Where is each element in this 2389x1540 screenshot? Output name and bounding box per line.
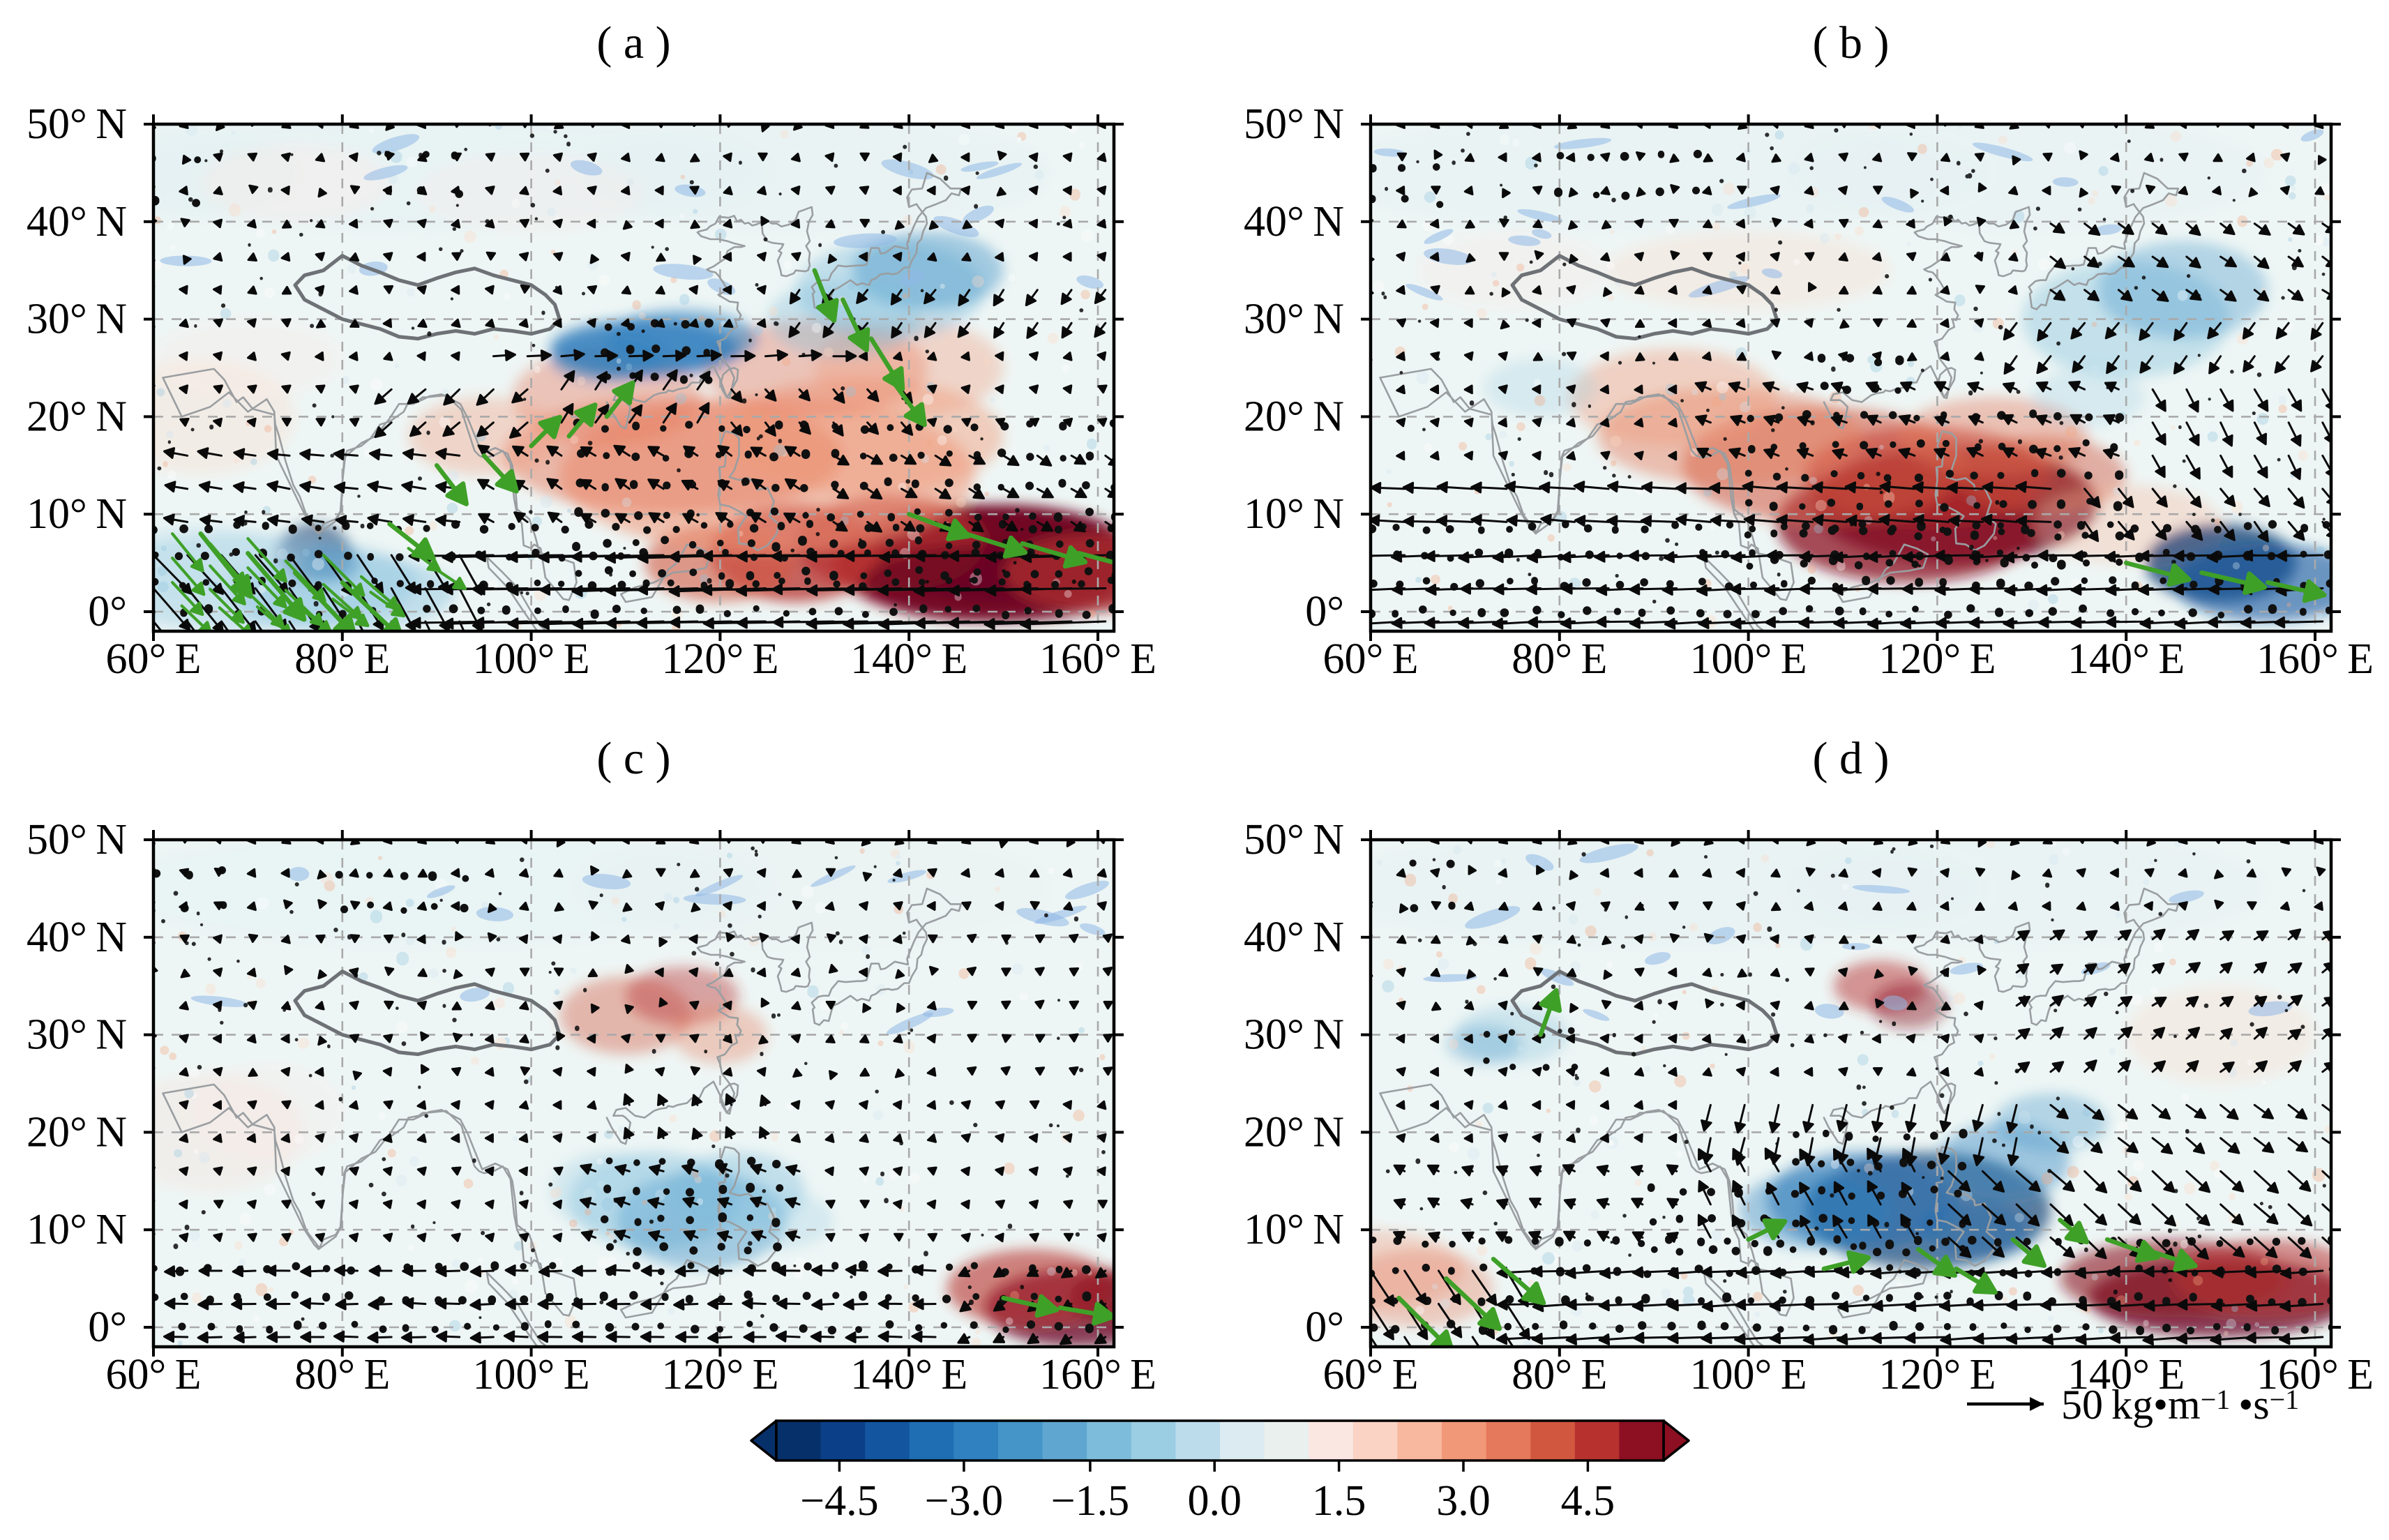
svg-text:4.5: 4.5: [1561, 1477, 1615, 1525]
svg-text:−1.5: −1.5: [1051, 1477, 1129, 1525]
svg-text:1.5: 1.5: [1312, 1477, 1366, 1525]
svg-text:−3.0: −3.0: [925, 1477, 1003, 1525]
svg-text:3.0: 3.0: [1436, 1477, 1491, 1525]
svg-text:−4.5: −4.5: [800, 1477, 878, 1525]
svg-text:50 kg•m−1 •s−1: 50 kg•m−1 •s−1: [2061, 1382, 2299, 1428]
svg-text:0.0: 0.0: [1187, 1477, 1242, 1525]
